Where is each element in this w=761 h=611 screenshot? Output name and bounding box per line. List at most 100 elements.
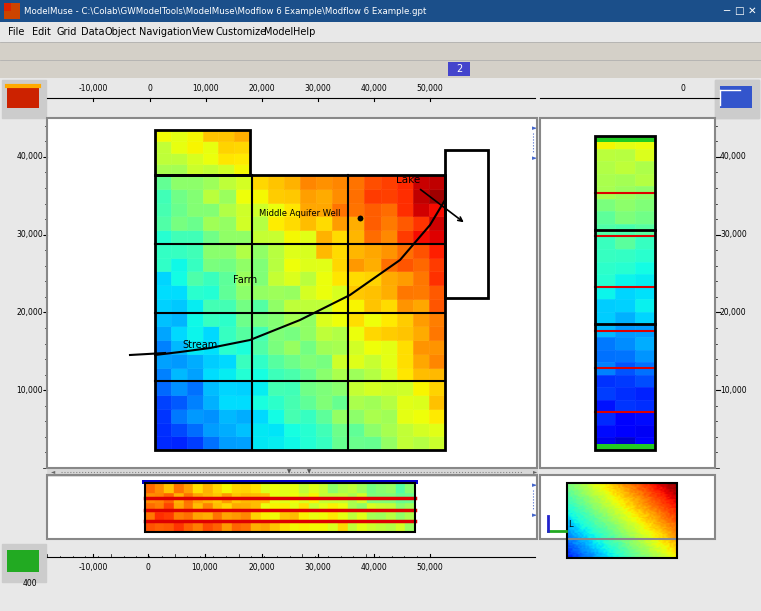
Bar: [155, 409, 171, 422]
Bar: [203, 354, 219, 367]
Bar: [365, 409, 380, 422]
Text: 0: 0: [145, 563, 151, 572]
Bar: [219, 189, 236, 202]
Bar: [635, 425, 655, 437]
Bar: [333, 175, 349, 189]
Bar: [155, 164, 170, 175]
Bar: [219, 271, 236, 285]
Bar: [349, 340, 365, 354]
Bar: [349, 299, 365, 312]
Text: Object: Object: [105, 27, 137, 37]
Bar: [145, 522, 154, 532]
Bar: [154, 522, 164, 532]
Bar: [222, 513, 232, 522]
Text: Grid: Grid: [56, 27, 77, 37]
Bar: [412, 271, 429, 285]
Bar: [316, 175, 333, 189]
Text: Middle Aquifer Well: Middle Aquifer Well: [260, 208, 341, 218]
Bar: [316, 230, 333, 244]
Bar: [212, 513, 222, 522]
Bar: [155, 175, 171, 189]
Bar: [365, 244, 380, 257]
Bar: [595, 375, 615, 387]
Bar: [615, 186, 635, 199]
Bar: [456, 187, 466, 205]
Bar: [367, 503, 377, 513]
Bar: [268, 395, 284, 409]
Bar: [615, 262, 635, 274]
Bar: [284, 409, 300, 422]
Bar: [203, 202, 219, 216]
Bar: [171, 271, 187, 285]
Bar: [4, 3, 11, 11]
Bar: [396, 285, 412, 299]
Bar: [219, 216, 236, 230]
Bar: [268, 326, 284, 340]
Bar: [222, 493, 232, 503]
Bar: [380, 216, 396, 230]
Bar: [203, 395, 219, 409]
Bar: [154, 493, 164, 503]
Bar: [429, 271, 445, 285]
Bar: [377, 522, 386, 532]
Bar: [47, 468, 537, 476]
Bar: [333, 422, 349, 436]
Bar: [396, 367, 412, 381]
Bar: [412, 409, 429, 422]
Bar: [236, 395, 252, 409]
Bar: [412, 175, 429, 189]
Bar: [203, 299, 219, 312]
Bar: [328, 513, 338, 522]
Bar: [466, 205, 477, 224]
Bar: [348, 503, 357, 513]
Bar: [241, 522, 251, 532]
Bar: [477, 261, 488, 279]
Bar: [595, 400, 615, 412]
Bar: [280, 522, 290, 532]
Bar: [349, 271, 365, 285]
Bar: [202, 141, 218, 153]
Text: Edit: Edit: [32, 27, 51, 37]
Bar: [367, 483, 377, 493]
Bar: [445, 150, 456, 169]
Bar: [187, 244, 203, 257]
Bar: [203, 230, 219, 244]
Bar: [333, 409, 349, 422]
Bar: [377, 503, 386, 513]
Bar: [477, 187, 488, 205]
Text: 30,000: 30,000: [720, 230, 747, 239]
Bar: [380, 175, 396, 189]
Bar: [338, 493, 348, 503]
Text: 40,000: 40,000: [720, 152, 747, 161]
Bar: [268, 202, 284, 216]
Bar: [349, 202, 365, 216]
Bar: [284, 189, 300, 202]
Text: ►: ►: [532, 512, 537, 518]
Bar: [316, 381, 333, 395]
Bar: [380, 189, 396, 202]
Bar: [174, 503, 183, 513]
Bar: [0, 42, 761, 60]
Bar: [429, 285, 445, 299]
Bar: [171, 436, 187, 450]
Bar: [145, 483, 154, 493]
Bar: [615, 274, 635, 287]
Bar: [456, 279, 466, 298]
Bar: [429, 216, 445, 230]
Bar: [236, 230, 252, 244]
Bar: [429, 422, 445, 436]
Bar: [284, 244, 300, 257]
Bar: [380, 299, 396, 312]
Bar: [406, 522, 415, 532]
Bar: [155, 230, 171, 244]
Bar: [396, 422, 412, 436]
Bar: [357, 483, 367, 493]
Bar: [386, 513, 396, 522]
Bar: [386, 503, 396, 513]
Bar: [365, 326, 380, 340]
Text: Navigation: Navigation: [139, 27, 191, 37]
Bar: [203, 381, 219, 395]
Bar: [396, 409, 412, 422]
Bar: [615, 437, 635, 450]
Bar: [357, 522, 367, 532]
